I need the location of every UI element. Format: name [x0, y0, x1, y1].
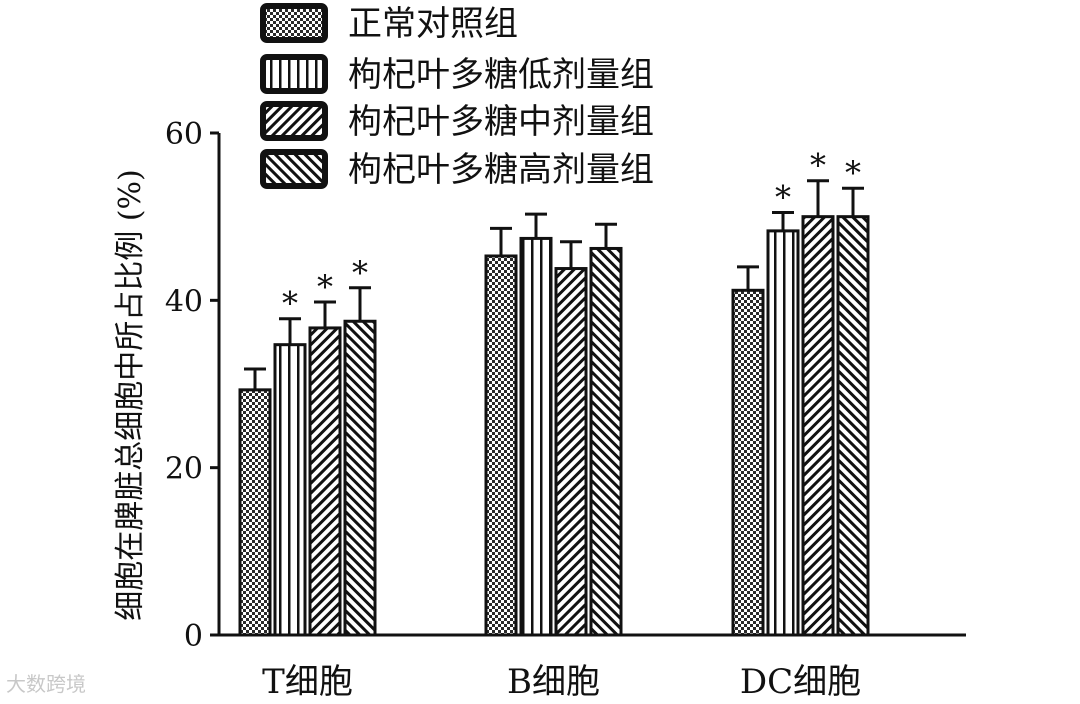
legend-swatch: [260, 54, 328, 94]
significance-star: *: [810, 147, 826, 185]
significance-star: *: [317, 268, 333, 306]
bar: [766, 229, 800, 637]
bars: * * * * * *: [238, 147, 870, 637]
significance-star: *: [775, 178, 791, 216]
x-tick-label: B细胞: [507, 662, 600, 702]
legend-label: 正常对照组: [348, 4, 518, 44]
bar: [589, 246, 623, 637]
y-tick-label: 60: [165, 117, 203, 152]
significance-star: *: [282, 285, 298, 323]
bar: [801, 215, 835, 637]
legend-label: 枸杞叶多糖中剂量组: [348, 102, 654, 142]
x-tick-label: T细胞: [262, 662, 353, 702]
bar: [273, 343, 307, 637]
legend-label: 枸杞叶多糖低剂量组: [348, 55, 654, 95]
y-ticks: 0 20 40 60: [165, 117, 219, 654]
bar: [484, 254, 518, 637]
significance-star: *: [845, 154, 861, 192]
category-labels: T细胞 B细胞 DC细胞: [262, 662, 861, 702]
bar: [519, 236, 553, 637]
x-tick-label: DC细胞: [740, 662, 861, 702]
bar: [836, 215, 870, 637]
y-tick-label: 20: [165, 452, 203, 487]
legend-swatch: [260, 3, 328, 43]
bar: [343, 319, 377, 637]
legend-swatch: [260, 149, 328, 189]
watermark: 大数跨境: [6, 672, 86, 696]
legend-label: 枸杞叶多糖高剂量组: [348, 150, 654, 190]
y-axis-label: 细胞在脾脏总细胞中所占比例 (%): [113, 169, 148, 620]
bar: [238, 388, 272, 637]
legend-swatch: [260, 101, 328, 141]
y-tick-label: 0: [184, 619, 203, 654]
significance-star: *: [352, 254, 368, 292]
y-tick-label: 40: [165, 284, 203, 319]
bar: [308, 326, 342, 637]
bar: [554, 267, 588, 637]
bar: [731, 288, 765, 637]
